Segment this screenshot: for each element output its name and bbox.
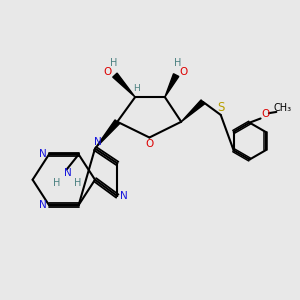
Text: H: H xyxy=(53,178,61,188)
Text: H: H xyxy=(74,178,82,188)
Text: O: O xyxy=(146,139,154,149)
Text: O: O xyxy=(179,67,188,76)
Polygon shape xyxy=(113,73,135,97)
Text: N: N xyxy=(38,149,46,160)
Text: S: S xyxy=(218,101,225,114)
Polygon shape xyxy=(165,74,179,97)
Polygon shape xyxy=(95,120,120,148)
Text: O: O xyxy=(261,109,269,119)
Text: N: N xyxy=(94,137,102,147)
Text: H: H xyxy=(110,58,117,68)
Text: N: N xyxy=(64,168,71,178)
Text: CH₃: CH₃ xyxy=(273,103,291,113)
Text: N: N xyxy=(38,200,46,210)
Polygon shape xyxy=(181,100,205,122)
Text: H: H xyxy=(174,58,181,68)
Text: O: O xyxy=(104,67,112,76)
Text: N: N xyxy=(120,191,128,201)
Text: H: H xyxy=(133,84,140,93)
